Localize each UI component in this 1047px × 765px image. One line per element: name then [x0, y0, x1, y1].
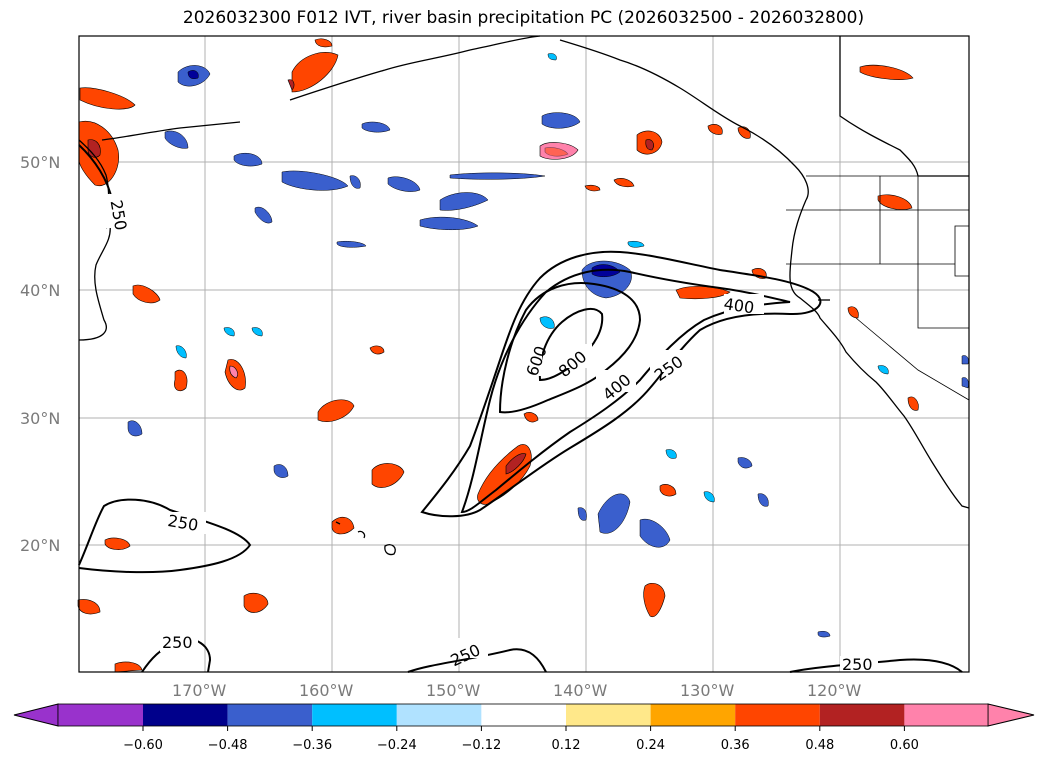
colorbar-frame: [57, 703, 989, 727]
colorbar-segment: [904, 704, 988, 726]
colorbar: −0.60 −0.48 −0.36 −0.24 −0.12 0.12 0.24 0.36 0.4…: [13, 703, 1035, 753]
ivt-contour-250-s2: [407, 648, 547, 673]
coastlines: [78, 35, 970, 556]
colorbar-tick-label: −0.12: [461, 738, 501, 753]
ivt-contour-250-main: [420, 250, 822, 518]
lon-label-170w: 170°W: [172, 681, 227, 700]
ivt-contour-250-sw: [78, 498, 252, 574]
colorbar-segment: [650, 704, 736, 726]
colorbar-segment: [481, 704, 566, 726]
colorbar-segment: [735, 704, 820, 726]
negative-patches: [127, 53, 969, 638]
map-frame: [78, 35, 970, 673]
colorbar-tick-label: 0.48: [805, 738, 834, 753]
colorbar-tick-label: 0.24: [636, 738, 665, 753]
lon-label-130w: 130°W: [680, 681, 735, 700]
colorbar-segment: [58, 704, 143, 726]
colorbar-segment: [396, 704, 482, 726]
precip-pc-field: [77, 38, 969, 673]
state-borders: [786, 175, 970, 401]
graticule: [79, 36, 969, 672]
lon-label-140w: 140°W: [553, 681, 608, 700]
latitude-labels: 50°N 40°N 30°N 20°N: [20, 153, 60, 555]
contour-label: 250: [162, 633, 193, 652]
lat-label-40n: 40°N: [20, 281, 60, 300]
lat-label-50n: 50°N: [20, 153, 60, 172]
colorbar-arrow-low: [13, 703, 59, 727]
lon-label-160w: 160°W: [299, 681, 354, 700]
colorbar-tick-label: −0.24: [377, 738, 417, 753]
colorbar-segment: [227, 704, 313, 726]
colorbar-arrow-high: [987, 703, 1035, 727]
lon-label-120w: 120°W: [807, 681, 862, 700]
colorbar-segment: [143, 704, 228, 726]
ivt-contour-600: [498, 282, 642, 414]
colorbar-tick-label: −0.48: [208, 738, 248, 753]
ivt-contour-250-se: [789, 658, 963, 673]
longitude-labels: 170°W 160°W 150°W 140°W 130°W 120°W: [172, 681, 862, 700]
map-title: 2026032300 F012 IVT, river basin precipi…: [182, 8, 865, 28]
positive-patches: [77, 38, 919, 673]
colorbar-tick-label: −0.60: [123, 738, 163, 753]
colorbar-tick-label: −0.36: [292, 738, 332, 753]
colorbar-tick-label: 0.36: [721, 738, 750, 753]
colorbar-segment: [312, 704, 397, 726]
lon-label-150w: 150°W: [426, 681, 481, 700]
contour-label: 400: [723, 294, 756, 317]
ivt-contours: [78, 144, 963, 673]
contour-label: 250: [842, 655, 873, 674]
lat-label-20n: 20°N: [20, 536, 60, 555]
contour-labels: 250 250 250 250 250 400 400 600 800 250: [96, 194, 878, 674]
colorbar-segment: [566, 704, 651, 726]
colorbar-tick-label: 0.60: [890, 738, 919, 753]
colorbar-segment: [819, 704, 905, 726]
lat-label-30n: 30°N: [20, 409, 60, 428]
colorbar-tick-label: 0.12: [552, 738, 581, 753]
